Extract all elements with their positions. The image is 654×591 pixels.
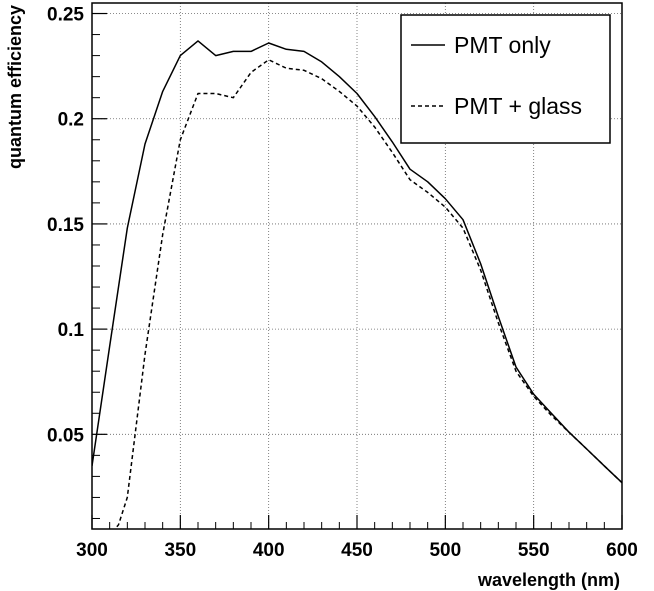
series-layer: [92, 40, 622, 529]
legend-box: [400, 14, 611, 144]
ticks: [91, 12, 623, 529]
x-tick-label-550: 550: [518, 540, 550, 561]
y-tick-label-3: 0.2: [58, 110, 84, 131]
y-tick-label-4: 0.25: [47, 5, 84, 26]
legend-label-pmt-glass: PMT + glass: [454, 93, 582, 119]
y-tick-label-0: 0.05: [47, 425, 84, 446]
y-tick-label-2: 0.15: [47, 215, 84, 236]
series-line-pmt-only: [92, 40, 622, 484]
series-line-pmt-glass: [114, 59, 622, 529]
x-axis-title: wavelength (nm): [477, 570, 620, 590]
y-axis-title: quantum efficiency: [5, 5, 25, 169]
y-tick-label-1: 0.1: [58, 320, 85, 341]
x-tick-label-450: 450: [341, 540, 373, 561]
legend-label-pmt-only: PMT only: [454, 32, 551, 58]
x-tick-label-500: 500: [429, 540, 461, 561]
x-tick-label-600: 600: [606, 540, 638, 561]
legend: PMT only PMT + glass: [400, 14, 611, 144]
y-tick-labels: 0.05 0.1 0.15 0.2 0.25: [47, 5, 84, 447]
x-tick-label-400: 400: [253, 540, 285, 561]
x-tick-labels: 300 350 400 450 500 550 600: [76, 540, 638, 561]
x-tick-label-350: 350: [164, 540, 196, 561]
x-tick-label-300: 300: [76, 540, 108, 561]
